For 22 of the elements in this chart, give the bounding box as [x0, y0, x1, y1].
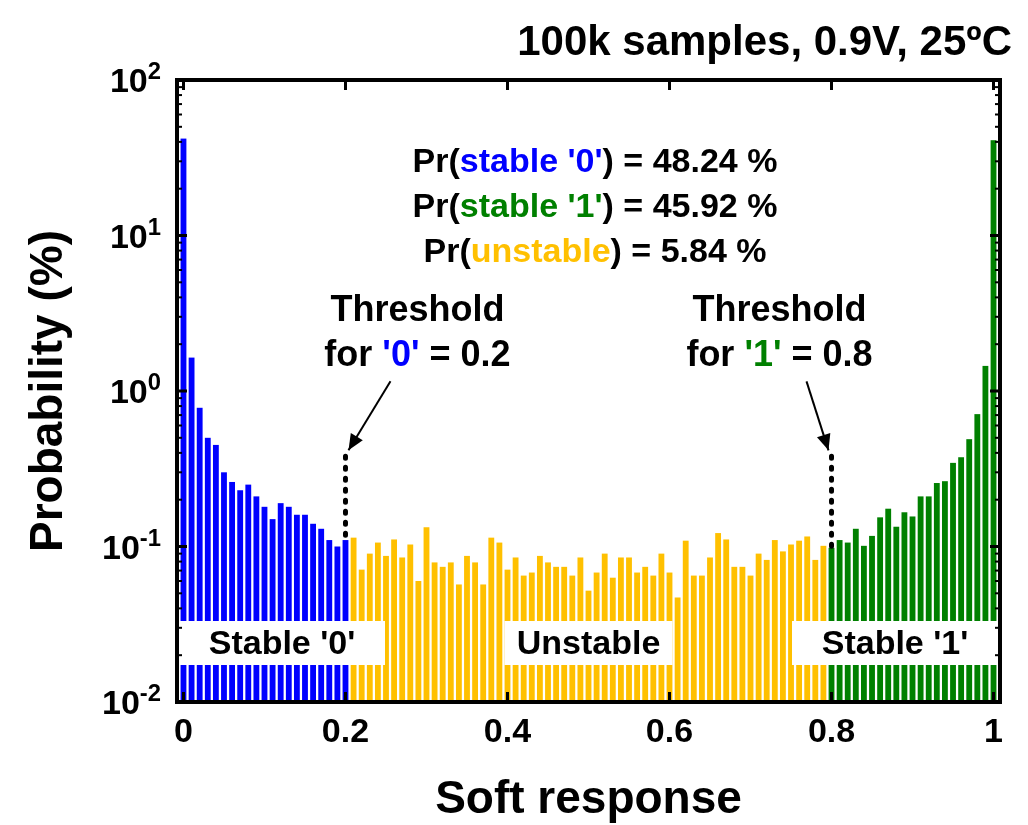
x-tick-label: 0 — [174, 711, 193, 749]
x-tick-label: 0.2 — [321, 711, 370, 749]
y-axis-title: Probability (%) — [20, 229, 72, 553]
annotation: Threshold for '0' = 0.2 — [324, 288, 511, 375]
annotation: Pr(stable '0') = 48.24 % — [412, 141, 778, 179]
annotation: Pr(stable '1') = 45.92 % — [412, 186, 778, 224]
series-label: Stable '1' — [821, 623, 969, 661]
y-tick-label: 10$^{0}$ — [109, 367, 161, 410]
annotation: Threshold for '1' = 0.8 — [686, 288, 873, 375]
series-label: Stable '0' — [208, 623, 356, 661]
annotation: Pr(unstable) = 5.84 % — [423, 231, 767, 269]
y-tick-label: 10$^{-1}$ — [102, 523, 161, 566]
y-tick-label: 10$^{1}$ — [109, 212, 161, 255]
x-axis-title: Soft response — [435, 771, 742, 823]
y-tick-label: 10$^{2}$ — [109, 56, 161, 99]
y-tick-label: 10$^{-2}$ — [102, 678, 161, 721]
x-tick-label: 0.4 — [483, 711, 532, 749]
series-label: Unstable — [516, 623, 661, 661]
x-tick-label: 0.8 — [807, 711, 856, 749]
x-tick-label: 1 — [984, 711, 1003, 749]
chart-title: 100k samples, 0.9V, 25ºC — [517, 17, 1012, 64]
x-tick-label: 0.6 — [645, 711, 694, 749]
